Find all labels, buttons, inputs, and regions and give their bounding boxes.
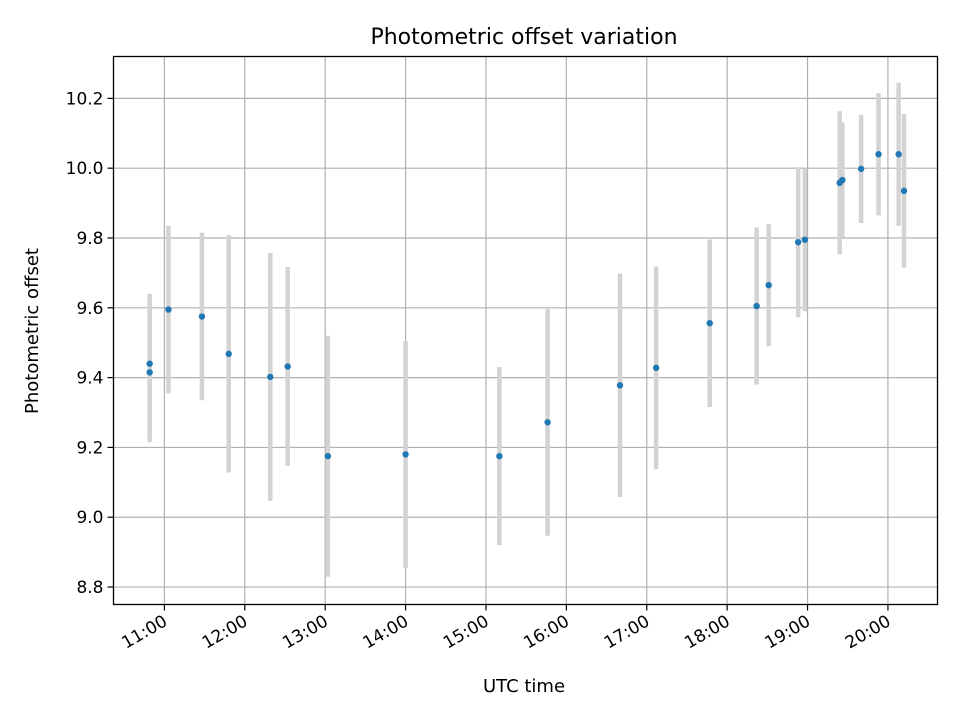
data-point <box>198 313 206 320</box>
data-point <box>225 350 232 358</box>
data-point <box>801 236 809 243</box>
data-point <box>496 452 503 460</box>
data-point <box>753 302 760 310</box>
x-tick-label: 12:00 <box>199 612 251 654</box>
x-tick-label: 17:00 <box>601 612 653 654</box>
x-tick-label: 19:00 <box>762 612 814 654</box>
data-point <box>875 151 882 158</box>
x-tick-label: 16:00 <box>520 612 572 654</box>
data-point <box>267 373 274 381</box>
data-point <box>146 360 153 367</box>
x-tick-label: 13:00 <box>279 612 331 654</box>
y-tick-label: 10.0 <box>66 159 104 179</box>
data-point <box>839 176 846 184</box>
data-point <box>146 369 153 376</box>
x-tick-label: 15:00 <box>440 612 492 654</box>
data-point <box>895 151 902 158</box>
y-tick-label: 10.2 <box>66 89 104 109</box>
plot-frame <box>112 55 939 606</box>
chart-title: Photometric offset variation <box>370 25 677 50</box>
data-point <box>706 319 713 327</box>
y-tick-label: 9.2 <box>76 438 103 458</box>
x-tick-label: 20:00 <box>842 612 894 654</box>
data-point <box>857 165 865 173</box>
y-tick-label: 9.4 <box>76 369 103 389</box>
data-point <box>165 306 172 313</box>
data-point <box>900 187 908 195</box>
y-tick-label: 9.8 <box>76 229 103 249</box>
y-tick-label: 8.8 <box>76 578 103 598</box>
x-axis-ticks: 11:00 12:00 13:00 14:00 15:00 16:00 17:00 18:00… <box>118 604 894 654</box>
grid <box>113 56 938 605</box>
data-point <box>284 363 291 370</box>
data-point <box>652 364 660 372</box>
y-axis-label: Photometric offset <box>22 248 43 414</box>
y-tick-label: 9.0 <box>76 508 103 528</box>
data-point <box>794 238 802 246</box>
data-point <box>765 281 772 289</box>
x-tick-label: 14:00 <box>360 612 412 654</box>
data-points <box>146 151 908 460</box>
x-tick-label: 18:00 <box>681 612 733 654</box>
y-axis-ticks: 8.8 9.0 9.2 9.4 9.6 9.8 10.0 10.2 <box>66 89 114 598</box>
y-tick-label: 9.6 <box>76 299 103 319</box>
data-point <box>616 382 624 389</box>
data-point <box>544 419 551 426</box>
error-bars <box>147 82 907 577</box>
x-tick-label: 11:00 <box>118 612 170 654</box>
data-point <box>402 451 409 458</box>
x-axis-label: UTC time <box>483 676 565 697</box>
data-point <box>324 452 332 460</box>
